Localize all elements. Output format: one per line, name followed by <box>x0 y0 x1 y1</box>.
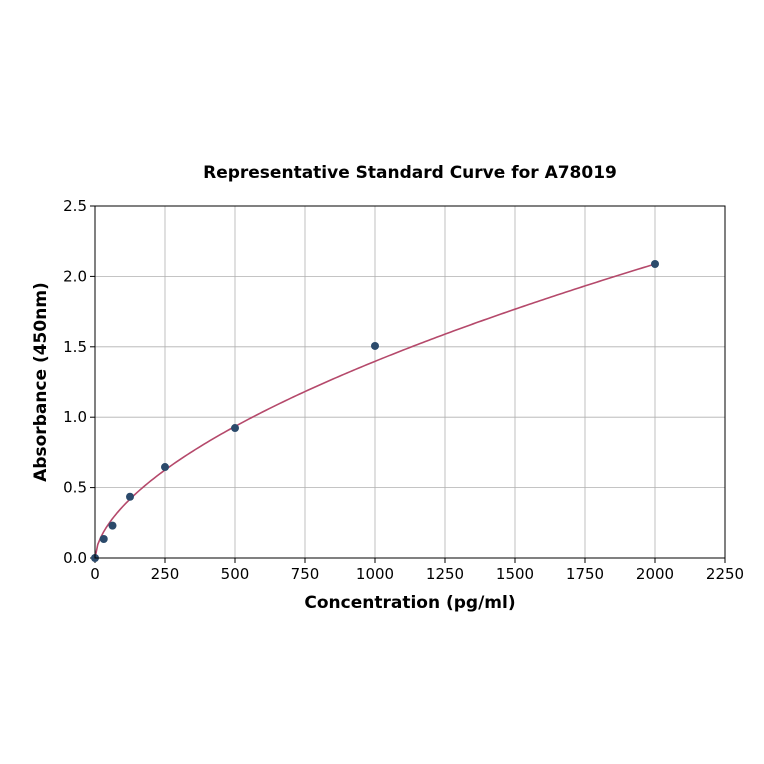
data-point <box>371 341 379 350</box>
x-tick-label: 1250 <box>426 565 464 583</box>
plot-frame <box>94 205 726 559</box>
axis-ticks: 0 250 500 750 1000 1250 1500 1750 2000 2250 0.0 0.5… <box>63 197 744 583</box>
data-point <box>108 521 117 530</box>
y-axis-label: Absorbance (450nm) <box>31 282 51 482</box>
x-tick-label: 2000 <box>636 565 674 583</box>
grid <box>94 205 726 559</box>
x-tick-label: 1000 <box>356 565 394 583</box>
x-tick-label: 0 <box>90 565 100 583</box>
x-tick-label: 1750 <box>566 565 604 583</box>
data-point <box>99 534 108 543</box>
fit-curve <box>94 263 656 559</box>
chart-title: Representative Standard Curve for A78019 <box>203 163 617 183</box>
data-point <box>651 260 659 269</box>
x-tick-label: 1500 <box>496 565 534 583</box>
y-tick-label: 1.0 <box>63 408 87 426</box>
y-tick-label: 0.5 <box>63 479 87 497</box>
x-tick-label: 750 <box>291 565 320 583</box>
data-point <box>231 424 239 433</box>
y-tick-label: 2.0 <box>63 267 87 285</box>
x-tick-label: 500 <box>221 565 250 583</box>
data-points <box>91 260 659 562</box>
data-point <box>161 463 169 472</box>
data-point <box>126 492 134 501</box>
x-tick-label: 250 <box>151 565 180 583</box>
x-axis-label: Concentration (pg/ml) <box>304 593 515 613</box>
y-tick-label: 2.5 <box>63 197 87 215</box>
y-tick-label: 1.5 <box>63 338 87 356</box>
y-tick-label: 0.0 <box>63 549 87 567</box>
x-tick-label: 2250 <box>706 565 744 583</box>
